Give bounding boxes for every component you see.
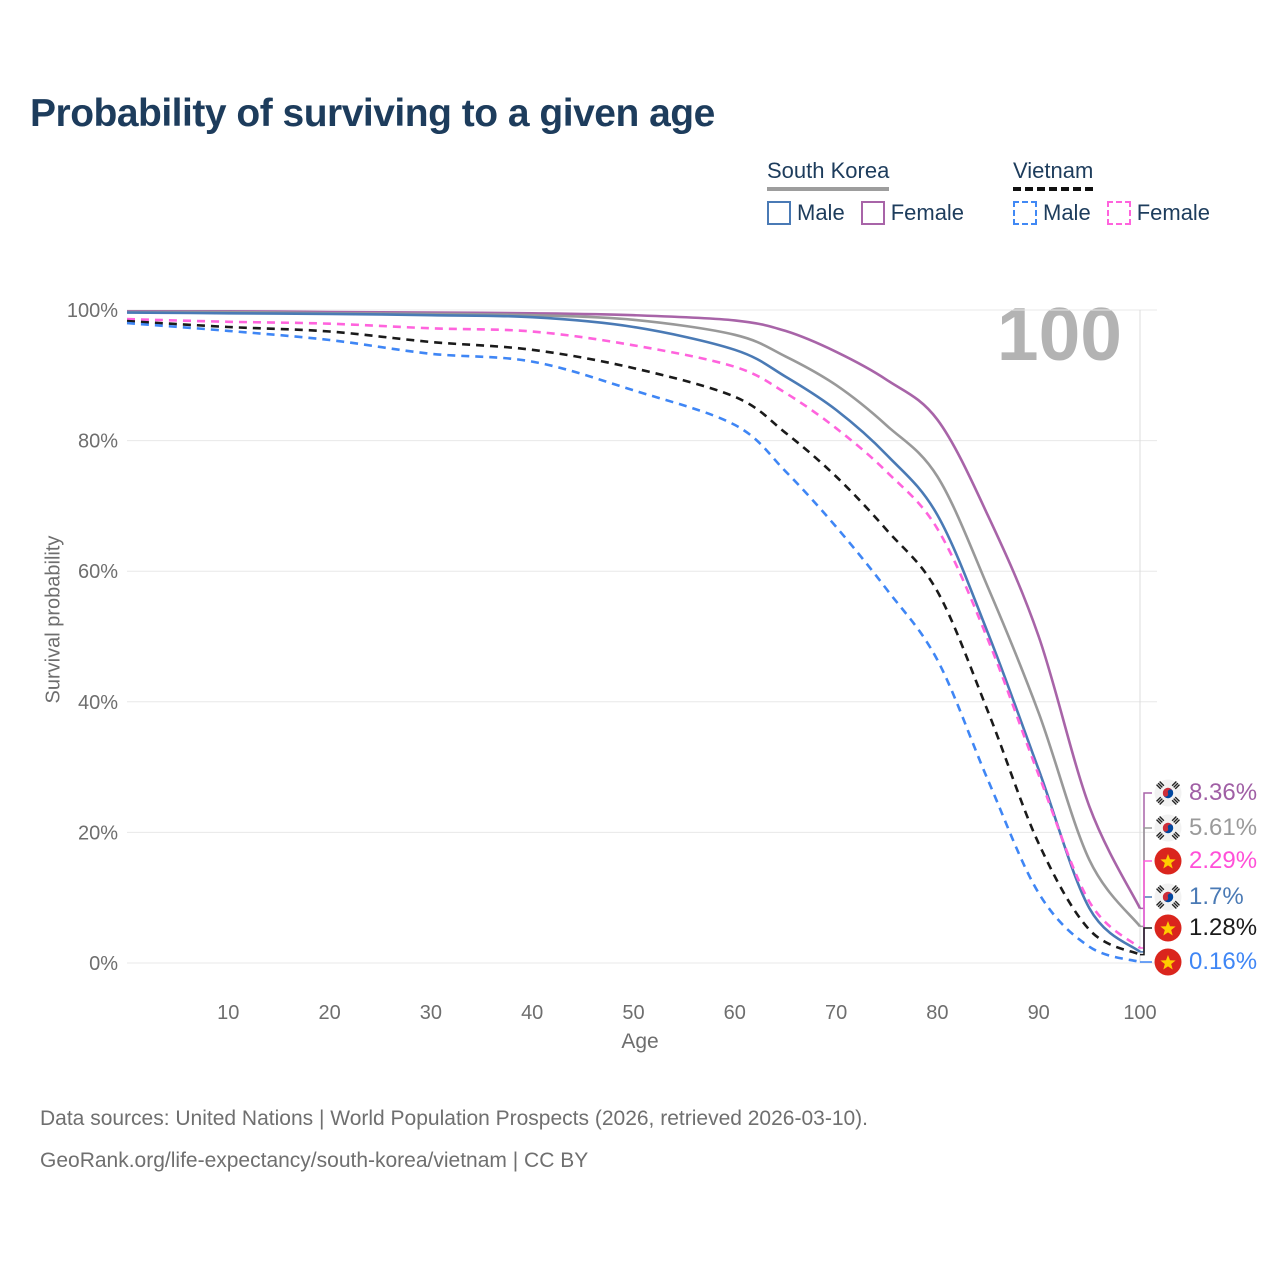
footer-url-line: GeoRank.org/life-expectancy/south-korea/…	[40, 1149, 589, 1172]
legend-label-south-korea-male: Male	[797, 200, 845, 225]
end-label-vietnam-female: 2.29%	[1154, 847, 1257, 875]
curve-south-korea-total	[126, 310, 1142, 928]
x-tick-label: 100	[1123, 1002, 1156, 1024]
y-tick-label: 60%	[78, 561, 118, 583]
end-label-value: 5.61%	[1189, 814, 1258, 841]
connector-vn-3	[1140, 860, 1152, 949]
legend-swatch-vietnam-female	[1106, 201, 1131, 225]
y-tick-label: 20%	[78, 822, 118, 844]
x-tick-label: 70	[825, 1002, 847, 1024]
x-tick-label: 10	[217, 1002, 239, 1024]
legend-swatch-south-korea-male	[767, 201, 791, 225]
connector-kr-1	[1140, 827, 1152, 928]
x-tick-label: 30	[420, 1002, 442, 1024]
y-tick-label: 0%	[89, 953, 118, 975]
end-label-south-korea-male: 1.7%	[1154, 883, 1244, 911]
x-axis-title: Age	[621, 1030, 659, 1053]
x-tick-label: 50	[622, 1002, 644, 1024]
south-korea-flag-icon	[1154, 814, 1182, 842]
x-tick-label: 80	[926, 1002, 948, 1024]
end-label-south-korea-total: 5.61%	[1154, 814, 1257, 842]
legend-swatch-south-korea-female	[860, 201, 885, 225]
end-label-value: 1.28%	[1189, 914, 1258, 941]
end-label-vietnam-total: 1.28%	[1154, 914, 1257, 942]
legend-country-vietnam: Vietnam	[1013, 158, 1094, 191]
connector-vn-4	[1140, 927, 1152, 956]
x-tick-label: 60	[724, 1002, 746, 1024]
x-tick-label: 90	[1028, 1002, 1050, 1024]
end-label-vietnam-male: 0.16%	[1154, 948, 1257, 976]
legend-group-south-korea: South Korea Male Female	[767, 158, 980, 226]
curve-south-korea-male	[126, 311, 1141, 953]
x-tick-label: 20	[318, 1002, 340, 1024]
vietnam-flag-icon	[1154, 948, 1182, 976]
age-marker-value: 100	[996, 292, 1122, 376]
x-tick-label: 40	[521, 1002, 543, 1024]
footer-sources-line: Data sources: United Nations | World Pop…	[40, 1107, 869, 1130]
end-label-south-korea-female: 8.36%	[1154, 779, 1257, 807]
y-axis-title: Survival probability	[42, 535, 65, 704]
curve-vietnam-male	[126, 321, 1141, 964]
legend-group-vietnam: Vietnam Male Female	[1013, 158, 1226, 226]
y-tick-label: 40%	[78, 692, 118, 714]
y-tick-label: 100%	[67, 300, 118, 322]
legend-country-south-korea: South Korea	[767, 158, 890, 191]
connector-kr-2	[1140, 896, 1152, 953]
vietnam-flag-icon	[1154, 847, 1182, 875]
end-label-value: 1.7%	[1189, 883, 1244, 910]
end-label-value: 8.36%	[1189, 779, 1258, 806]
legend-label-vietnam-male: Male	[1043, 200, 1091, 225]
legend-label-south-korea-female: Female	[890, 200, 965, 225]
vietnam-flag-icon	[1154, 914, 1182, 942]
curve-south-korea-female	[126, 309, 1142, 909]
y-tick-label: 80%	[78, 431, 118, 453]
curve-vietnam-total	[126, 319, 1141, 956]
south-korea-flag-icon	[1154, 883, 1182, 911]
connector-kr-0	[1140, 792, 1152, 910]
end-label-value: 2.29%	[1189, 847, 1258, 874]
curve-vietnam-female	[126, 317, 1141, 949]
end-label-value: 0.16%	[1189, 948, 1258, 975]
legend-label-vietnam-female: Female	[1136, 200, 1211, 225]
data-sources-footer: Data sources: United Nations | World Pop…	[40, 1098, 868, 1182]
legend-swatch-vietnam-male	[1013, 201, 1037, 225]
south-korea-flag-icon	[1154, 779, 1182, 807]
page-title: Probability of surviving to a given age	[30, 92, 715, 135]
